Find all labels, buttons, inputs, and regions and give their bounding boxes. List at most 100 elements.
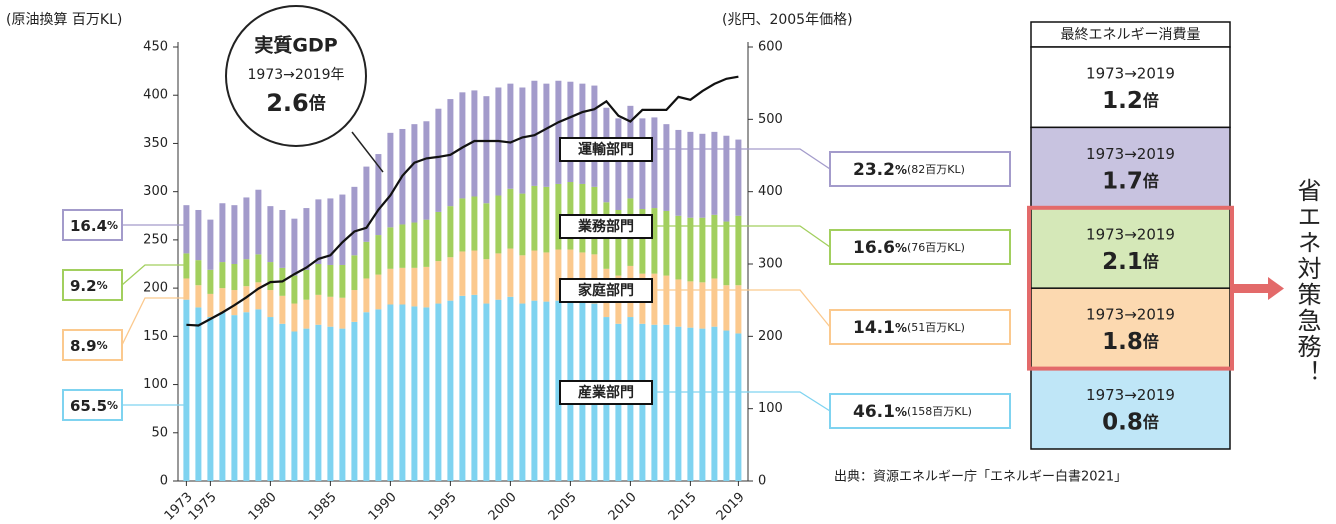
bar-segment	[483, 96, 490, 204]
bar-segment	[267, 262, 274, 291]
bar-segment	[327, 198, 334, 265]
bar-segment	[231, 290, 238, 316]
share-unit: %	[895, 163, 907, 177]
bar-segment	[687, 327, 694, 481]
share-unit: %	[107, 399, 118, 412]
sector-label: 運輸部門	[578, 141, 634, 158]
bar-segment	[279, 209, 286, 268]
connector	[652, 148, 831, 170]
bar-segment	[207, 293, 214, 318]
y2-tick-label: 500	[758, 112, 783, 127]
callout-title: 実質GDP	[254, 34, 337, 57]
bar-segment	[459, 251, 466, 296]
bar-segment	[435, 211, 442, 262]
y-axis-title: (原油換算 百万KL)	[6, 12, 122, 28]
bar-segment	[423, 219, 430, 267]
bar-segment	[411, 306, 418, 481]
x-tick-label: 2010	[606, 490, 640, 524]
bar-segment	[351, 186, 358, 256]
ratio-value: 2.6	[266, 89, 309, 117]
bar-segment	[579, 252, 586, 303]
bar-segment	[447, 206, 454, 258]
ratio-value: 1.8	[1102, 329, 1143, 355]
bar-segment	[303, 208, 310, 270]
bar-segment	[303, 328, 310, 481]
end-share-box	[829, 393, 1011, 429]
x-tick-label: 1985	[306, 490, 340, 524]
bar-segment	[435, 303, 442, 481]
row-ratio: 2.1倍	[1102, 248, 1159, 274]
start-share: 9.2%	[70, 277, 108, 295]
bar-segment	[423, 307, 430, 481]
bar-segment	[675, 326, 682, 481]
bar-segment	[519, 303, 526, 481]
share-value: 16.6	[853, 238, 895, 258]
ratio-unit: 倍	[1143, 332, 1159, 351]
bar-segment	[651, 208, 658, 274]
bar-segment	[483, 303, 490, 481]
share-unit: %	[895, 405, 907, 419]
share-unit: %	[895, 241, 907, 255]
bar-segment	[375, 274, 382, 310]
bar-segment	[195, 209, 202, 261]
bar-segment	[219, 203, 226, 263]
y2-tick-label: 100	[758, 401, 783, 416]
bar-segment	[639, 209, 646, 274]
start-connector	[121, 264, 186, 286]
callout-ratio: 2.6倍	[266, 89, 326, 117]
y-tick-label: 200	[143, 281, 168, 296]
x-tick-label: 2000	[486, 490, 520, 524]
bar-segment	[327, 326, 334, 481]
ratio-unit: 倍	[1143, 171, 1159, 190]
arrow-shaft	[1232, 284, 1268, 293]
sector-label-box	[559, 214, 653, 239]
bar-segment	[735, 285, 742, 334]
bar-segment	[711, 214, 718, 279]
y-tick-label: 150	[143, 329, 168, 344]
bar-segment	[687, 131, 694, 218]
bar-segment	[651, 117, 658, 209]
bar-segment	[219, 262, 226, 289]
share-value: 46.1	[853, 402, 895, 422]
arrow-head	[1268, 277, 1284, 300]
share-unit: %	[97, 279, 108, 292]
end-share-box	[829, 309, 1011, 345]
table-row	[1030, 207, 1231, 289]
bar-segment	[315, 294, 322, 325]
bar-segment	[183, 205, 190, 254]
connector	[652, 391, 831, 412]
ratio-value: 0.8	[1102, 409, 1143, 435]
bar-segment	[675, 279, 682, 327]
start-share-box	[62, 209, 123, 241]
end-share: 23.2%(82百万KL)	[853, 160, 965, 180]
start-share: 16.4%	[70, 217, 118, 235]
share-value: 8.9	[70, 337, 97, 355]
bar-segment	[267, 206, 274, 263]
row-ratio: 1.8倍	[1102, 329, 1159, 355]
bar-segment	[531, 300, 538, 481]
bar-segment	[543, 252, 550, 302]
bar-segment	[219, 288, 226, 313]
bar-segment	[387, 132, 394, 228]
x-tick-label: 1990	[366, 490, 400, 524]
bar-segment	[543, 186, 550, 253]
bar-segment	[639, 118, 646, 210]
bar-segment	[195, 260, 202, 286]
sector-label: 業務部門	[577, 218, 634, 235]
end-share: 16.6%(76百万KL)	[853, 238, 965, 258]
bar-segment	[543, 83, 550, 187]
table-row	[1030, 126, 1231, 209]
row-period: 1973→2019	[1086, 225, 1175, 243]
bar-segment	[459, 92, 466, 199]
share-unit: %	[895, 321, 907, 335]
bar-segment	[663, 275, 670, 325]
bar-segment	[291, 218, 298, 276]
share-detail: (76百万KL)	[907, 241, 965, 254]
share-unit: %	[97, 339, 108, 352]
ratio-unit: 倍	[309, 93, 326, 114]
bar-segment	[255, 309, 262, 481]
bar-segment	[723, 285, 730, 331]
connector	[652, 225, 831, 248]
bar-segment	[699, 217, 706, 283]
callout-text: 省エネ対策急務！	[1293, 178, 1321, 386]
